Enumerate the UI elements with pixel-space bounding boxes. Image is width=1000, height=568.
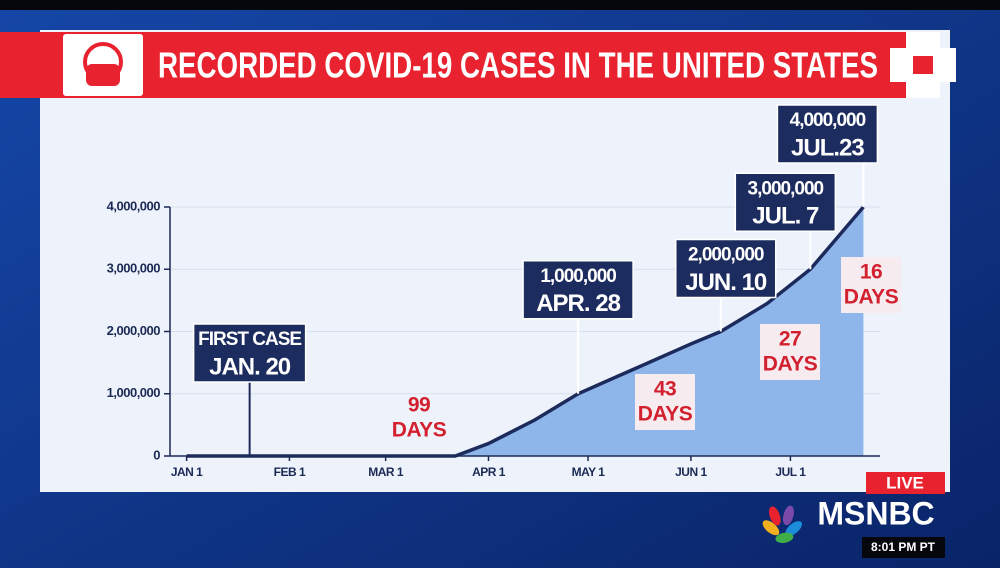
annotation-text: APR. 28 <box>536 290 620 317</box>
annotation-box <box>522 260 634 320</box>
chart-title: RECORDED COVID-19 CASES IN THE UNITED ST… <box>158 45 878 86</box>
mask-icon <box>83 42 123 86</box>
annotation-text: JUL.23 <box>791 134 864 161</box>
days-box <box>635 374 695 430</box>
time-label: 8:01 PM PT <box>871 540 936 554</box>
top-strip <box>0 0 1000 10</box>
y-tick-label: 0 <box>153 447 160 462</box>
days-label: DAYS <box>763 353 818 376</box>
x-tick-label: JAN 1 <box>171 465 203 479</box>
days-label: 27 <box>779 328 801 351</box>
annotation-box <box>192 323 307 383</box>
annotation-box <box>734 172 837 232</box>
network-name: MSNBC <box>817 495 934 531</box>
x-tick-label: APR 1 <box>472 465 506 479</box>
annotation-text: JUN. 10 <box>685 269 767 296</box>
x-tick-label: MAY 1 <box>572 465 606 479</box>
annotation-text: JAN. 20 <box>209 353 291 380</box>
x-tick-label: MAR 1 <box>368 465 404 479</box>
time-badge <box>862 537 945 558</box>
live-badge <box>866 472 945 494</box>
plus-icon <box>890 32 956 98</box>
x-tick-label: JUN 1 <box>675 465 707 479</box>
days-box <box>760 324 820 380</box>
y-tick-label: 4,000,000 <box>107 198 161 213</box>
y-tick-label: 1,000,000 <box>107 385 161 400</box>
days-label: 99 <box>408 394 430 417</box>
x-tick-label: FEB 1 <box>274 465 306 479</box>
annotation-box <box>776 104 879 164</box>
peacock-logo <box>762 505 802 543</box>
days-label: 16 <box>860 261 882 284</box>
days-label: DAYS <box>638 403 693 426</box>
annotation-text: FIRST CASE <box>198 329 301 350</box>
annotation-text: 4,000,000 <box>790 110 866 131</box>
x-tick-label: JUL 1 <box>775 465 806 479</box>
y-tick-label: 3,000,000 <box>107 261 161 276</box>
y-tick-label: 2,000,000 <box>107 323 161 338</box>
days-box <box>841 257 901 313</box>
days-label: 43 <box>654 378 676 401</box>
annotation-text: JUL. 7 <box>752 203 819 230</box>
banner <box>0 32 930 98</box>
annotation-text: 1,000,000 <box>540 266 616 287</box>
annotation-box <box>674 238 777 299</box>
live-label: LIVE <box>886 473 924 492</box>
annotation-text: 2,000,000 <box>688 245 764 266</box>
days-label: DAYS <box>392 419 447 442</box>
days-label: DAYS <box>844 286 899 309</box>
annotation-text: 3,000,000 <box>748 178 824 199</box>
